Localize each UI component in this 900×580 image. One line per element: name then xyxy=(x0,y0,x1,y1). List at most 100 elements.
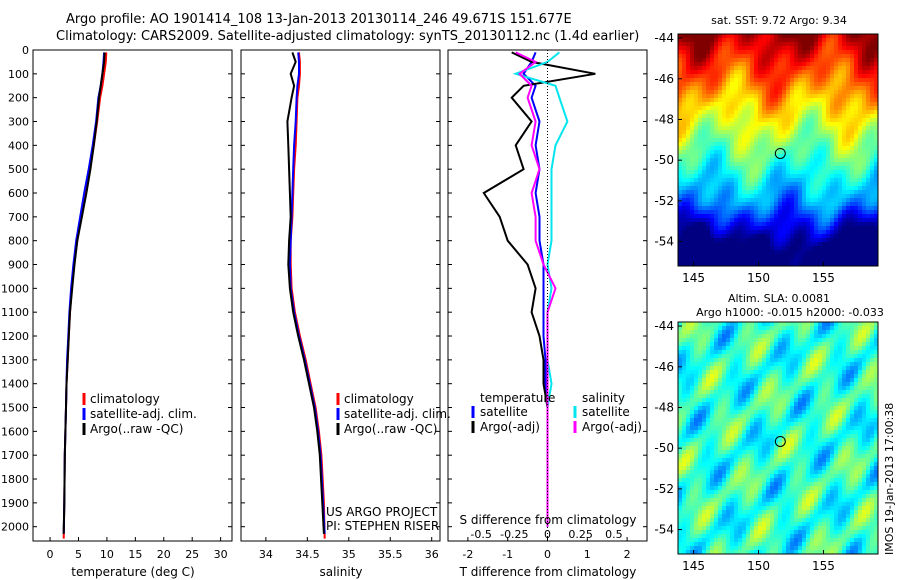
map-cell xyxy=(826,226,831,231)
map-cell xyxy=(750,114,755,119)
map-cell xyxy=(766,414,771,419)
map-cell xyxy=(742,70,747,75)
map-cell xyxy=(874,382,879,387)
map-cell xyxy=(706,358,711,363)
map-cell xyxy=(742,422,747,427)
map-cell xyxy=(866,74,871,79)
map-cell xyxy=(862,130,867,135)
map-cell xyxy=(822,106,827,111)
map-cell xyxy=(862,102,867,107)
map-cell xyxy=(838,418,843,423)
map-cell xyxy=(706,322,711,327)
map-cell xyxy=(706,62,711,67)
map-cell xyxy=(734,90,739,95)
map-cell xyxy=(862,386,867,391)
map-cell xyxy=(786,94,791,99)
map-cell xyxy=(826,354,831,359)
map-cell xyxy=(722,442,727,447)
map-cell xyxy=(706,346,711,351)
x-tick-label-top: 0 xyxy=(544,528,551,541)
map-cell xyxy=(694,62,699,67)
map-cell xyxy=(710,374,715,379)
map-cell xyxy=(762,118,767,123)
map-cell xyxy=(838,230,843,235)
map-cell xyxy=(738,450,743,455)
map-cell xyxy=(726,106,731,111)
map-cell xyxy=(710,182,715,187)
map-cell xyxy=(750,246,755,251)
map-cell xyxy=(742,94,747,99)
map-cell xyxy=(782,198,787,203)
map-cell xyxy=(870,182,875,187)
map-cell xyxy=(734,414,739,419)
map-cell xyxy=(750,134,755,139)
map-cell xyxy=(802,394,807,399)
map-cell xyxy=(854,222,859,227)
map-cell xyxy=(746,342,751,347)
map-cell xyxy=(818,334,823,339)
map-cell xyxy=(830,46,835,51)
map-cell xyxy=(762,186,767,191)
map-cell xyxy=(858,70,863,75)
map-cell xyxy=(758,346,763,351)
map-cell xyxy=(826,82,831,87)
x-tick-label: 0 xyxy=(544,548,551,561)
map-cell xyxy=(742,194,747,199)
map-cell xyxy=(702,198,707,203)
map-cell xyxy=(770,462,775,467)
map-cell xyxy=(862,234,867,239)
map-cell xyxy=(698,218,703,223)
map-cell xyxy=(762,78,767,83)
map-cell xyxy=(678,462,683,467)
map-cell xyxy=(722,106,727,111)
map-cell xyxy=(738,382,743,387)
map-cell xyxy=(790,66,795,71)
map-cell xyxy=(786,446,791,451)
map-cell xyxy=(690,426,695,431)
map-cell xyxy=(786,138,791,143)
map-cell xyxy=(810,362,815,367)
map-cell xyxy=(702,154,707,159)
map-cell xyxy=(846,110,851,115)
map-cell xyxy=(706,202,711,207)
map-cell xyxy=(694,462,699,467)
map-cell xyxy=(846,254,851,259)
map-cell xyxy=(766,194,771,199)
map-cell xyxy=(698,70,703,75)
map-cell xyxy=(694,194,699,199)
map-cell xyxy=(706,190,711,195)
map-cell xyxy=(802,190,807,195)
map-cell xyxy=(826,458,831,463)
map-cell xyxy=(722,362,727,367)
map-cell xyxy=(870,218,875,223)
map-cell xyxy=(722,394,727,399)
map-cell xyxy=(686,422,691,427)
map-cell xyxy=(762,462,767,467)
map-cell xyxy=(858,174,863,179)
map-cell xyxy=(734,218,739,223)
map-cell xyxy=(710,246,715,251)
map-cell xyxy=(870,90,875,95)
map-cell xyxy=(682,466,687,471)
map-cell xyxy=(742,170,747,175)
map-cell xyxy=(826,54,831,59)
map-cell xyxy=(702,430,707,435)
map-cell xyxy=(682,430,687,435)
map-cell xyxy=(822,242,827,247)
map-cell xyxy=(834,254,839,259)
map-cell xyxy=(722,358,727,363)
map-cell xyxy=(842,346,847,351)
map-cell xyxy=(842,458,847,463)
map-cell xyxy=(766,210,771,215)
map-cell xyxy=(734,162,739,167)
map-cell xyxy=(774,134,779,139)
map-cell xyxy=(754,118,759,123)
map-cell xyxy=(710,334,715,339)
map-cell xyxy=(710,406,715,411)
map-cell xyxy=(858,166,863,171)
map-cell xyxy=(778,82,783,87)
map-cell xyxy=(702,406,707,411)
map-cell xyxy=(826,46,831,51)
map-cell xyxy=(730,202,735,207)
map-cell xyxy=(714,82,719,87)
